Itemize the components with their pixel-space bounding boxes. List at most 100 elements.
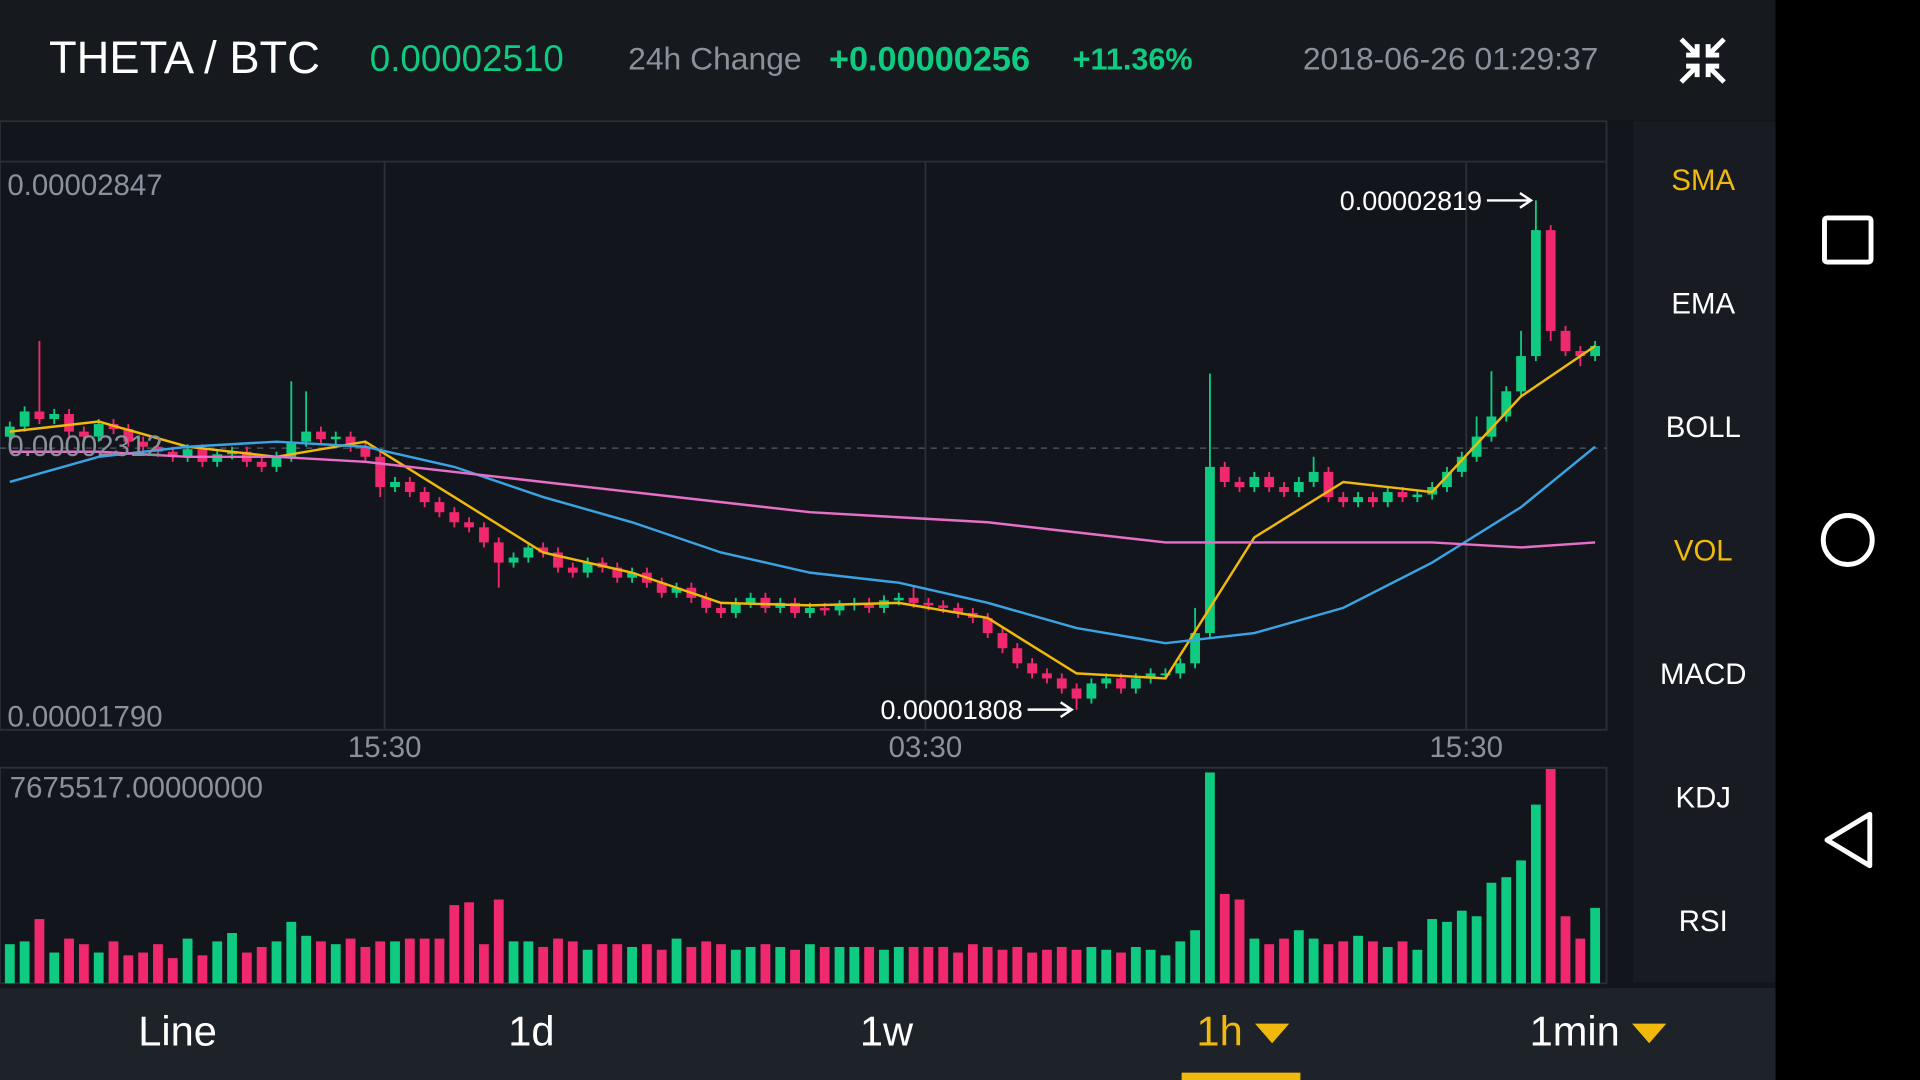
indicator-option[interactable]: SMA (1671, 164, 1735, 197)
volume-bar (286, 921, 297, 984)
volume-bar (1308, 938, 1319, 984)
price-frame (0, 120, 1608, 731)
candle-body (1116, 678, 1126, 689)
candle-body (701, 597, 712, 608)
volume-bar (1101, 949, 1112, 984)
volume-bar (479, 944, 489, 984)
volume-bar (271, 941, 282, 984)
candle-body (1042, 673, 1052, 679)
candle-body (819, 607, 830, 611)
timeframe-tab[interactable]: 1d (508, 1008, 554, 1055)
candle-body (745, 597, 756, 603)
volume-bar (404, 938, 415, 984)
candle-body (1012, 648, 1023, 664)
annotation-label: 0.00001808 (880, 695, 1022, 725)
dropdown-caret (1632, 1023, 1667, 1044)
indicator-option[interactable]: BOLL (1666, 411, 1741, 444)
candle-body (760, 597, 771, 608)
candle-body (479, 527, 489, 543)
active-tab-indicator (1181, 1072, 1301, 1080)
candle-body (1530, 230, 1541, 357)
indicator-option[interactable]: MACD (1660, 658, 1746, 691)
candle-body (864, 602, 875, 608)
back-button[interactable] (1824, 811, 1873, 869)
exit-fullscreen-icon[interactable] (1679, 37, 1726, 84)
volume-bar (508, 941, 519, 984)
candle-body (612, 567, 623, 578)
candle-body (138, 441, 149, 447)
candle-body (419, 492, 430, 503)
volume-bar (449, 905, 460, 984)
recents-button[interactable] (1822, 215, 1874, 265)
volume-bar (1382, 946, 1393, 984)
volume-bar (864, 946, 875, 984)
volume-bar (1279, 938, 1289, 984)
volume-bar (893, 946, 904, 984)
volume-bar (1486, 882, 1497, 984)
volume-bar (78, 944, 89, 984)
candle-body (390, 481, 400, 488)
candle-body (1382, 492, 1393, 503)
indicator-option[interactable]: EMA (1671, 288, 1735, 321)
volume-bar (923, 946, 934, 984)
volume-bar (360, 946, 371, 984)
volume-bar (982, 946, 993, 984)
volume-max-label: 7675517.00000000 (10, 772, 263, 805)
volume-bar (701, 941, 712, 984)
volume-bar (256, 946, 267, 984)
volume-bar (1042, 949, 1052, 984)
change-percent: +11.36% (1073, 42, 1193, 76)
candle-body (197, 449, 208, 462)
volume-bar (686, 946, 697, 984)
volume-bar (493, 899, 504, 984)
candle-body (34, 411, 45, 420)
indicator-option[interactable]: RSI (1679, 905, 1728, 938)
candle-body (671, 587, 682, 593)
candle-body (375, 456, 386, 488)
volume-bar (93, 952, 104, 984)
volume-bar (967, 944, 978, 984)
volume-bar (1027, 952, 1038, 984)
pair-name[interactable]: THETA / BTC (49, 32, 320, 83)
volume-bar (1190, 930, 1200, 984)
candle-body (1323, 471, 1334, 498)
volume-bar (108, 941, 119, 984)
annotation-arrow (1486, 192, 1534, 209)
candle-body (212, 454, 223, 462)
volume-bar (523, 941, 534, 984)
nav-bar (1775, 0, 1920, 1080)
volume-bar (123, 955, 134, 984)
timeframe-tab[interactable]: 1w (860, 1008, 914, 1055)
volume-bar (1590, 907, 1601, 984)
timeframe-tab[interactable]: Line (138, 1008, 217, 1055)
candle-body (227, 451, 237, 455)
candle-body (627, 572, 637, 578)
indicator-option[interactable]: VOL (1674, 535, 1733, 568)
candle-body (345, 436, 356, 447)
volume-bar (330, 944, 341, 984)
candle-body (1027, 663, 1038, 674)
home-button[interactable] (1820, 513, 1875, 567)
timeframe-tab[interactable]: 1h (1196, 1008, 1242, 1055)
candle-body (449, 512, 460, 523)
volume-bar (19, 941, 30, 984)
volume-frame (0, 766, 1608, 985)
volume-bar (1323, 944, 1334, 984)
volume-bar (1516, 860, 1526, 984)
candle-body (493, 542, 504, 563)
volume-bar (197, 955, 208, 984)
timeframe-tab[interactable]: 1min (1530, 1008, 1620, 1055)
candle-body (182, 449, 193, 457)
candle-body (656, 582, 667, 593)
candle-body (123, 429, 134, 442)
x-tick-label: 15:30 (1429, 731, 1503, 764)
candle-body (360, 446, 371, 457)
candle-body (538, 547, 549, 553)
volume-bar (390, 941, 400, 984)
volume-bar (642, 944, 652, 984)
volume-bar (1205, 772, 1215, 984)
indicator-option[interactable]: KDJ (1676, 781, 1731, 814)
header-bar (0, 0, 1776, 120)
volume-bar (582, 949, 593, 984)
volume-bar (627, 946, 637, 984)
